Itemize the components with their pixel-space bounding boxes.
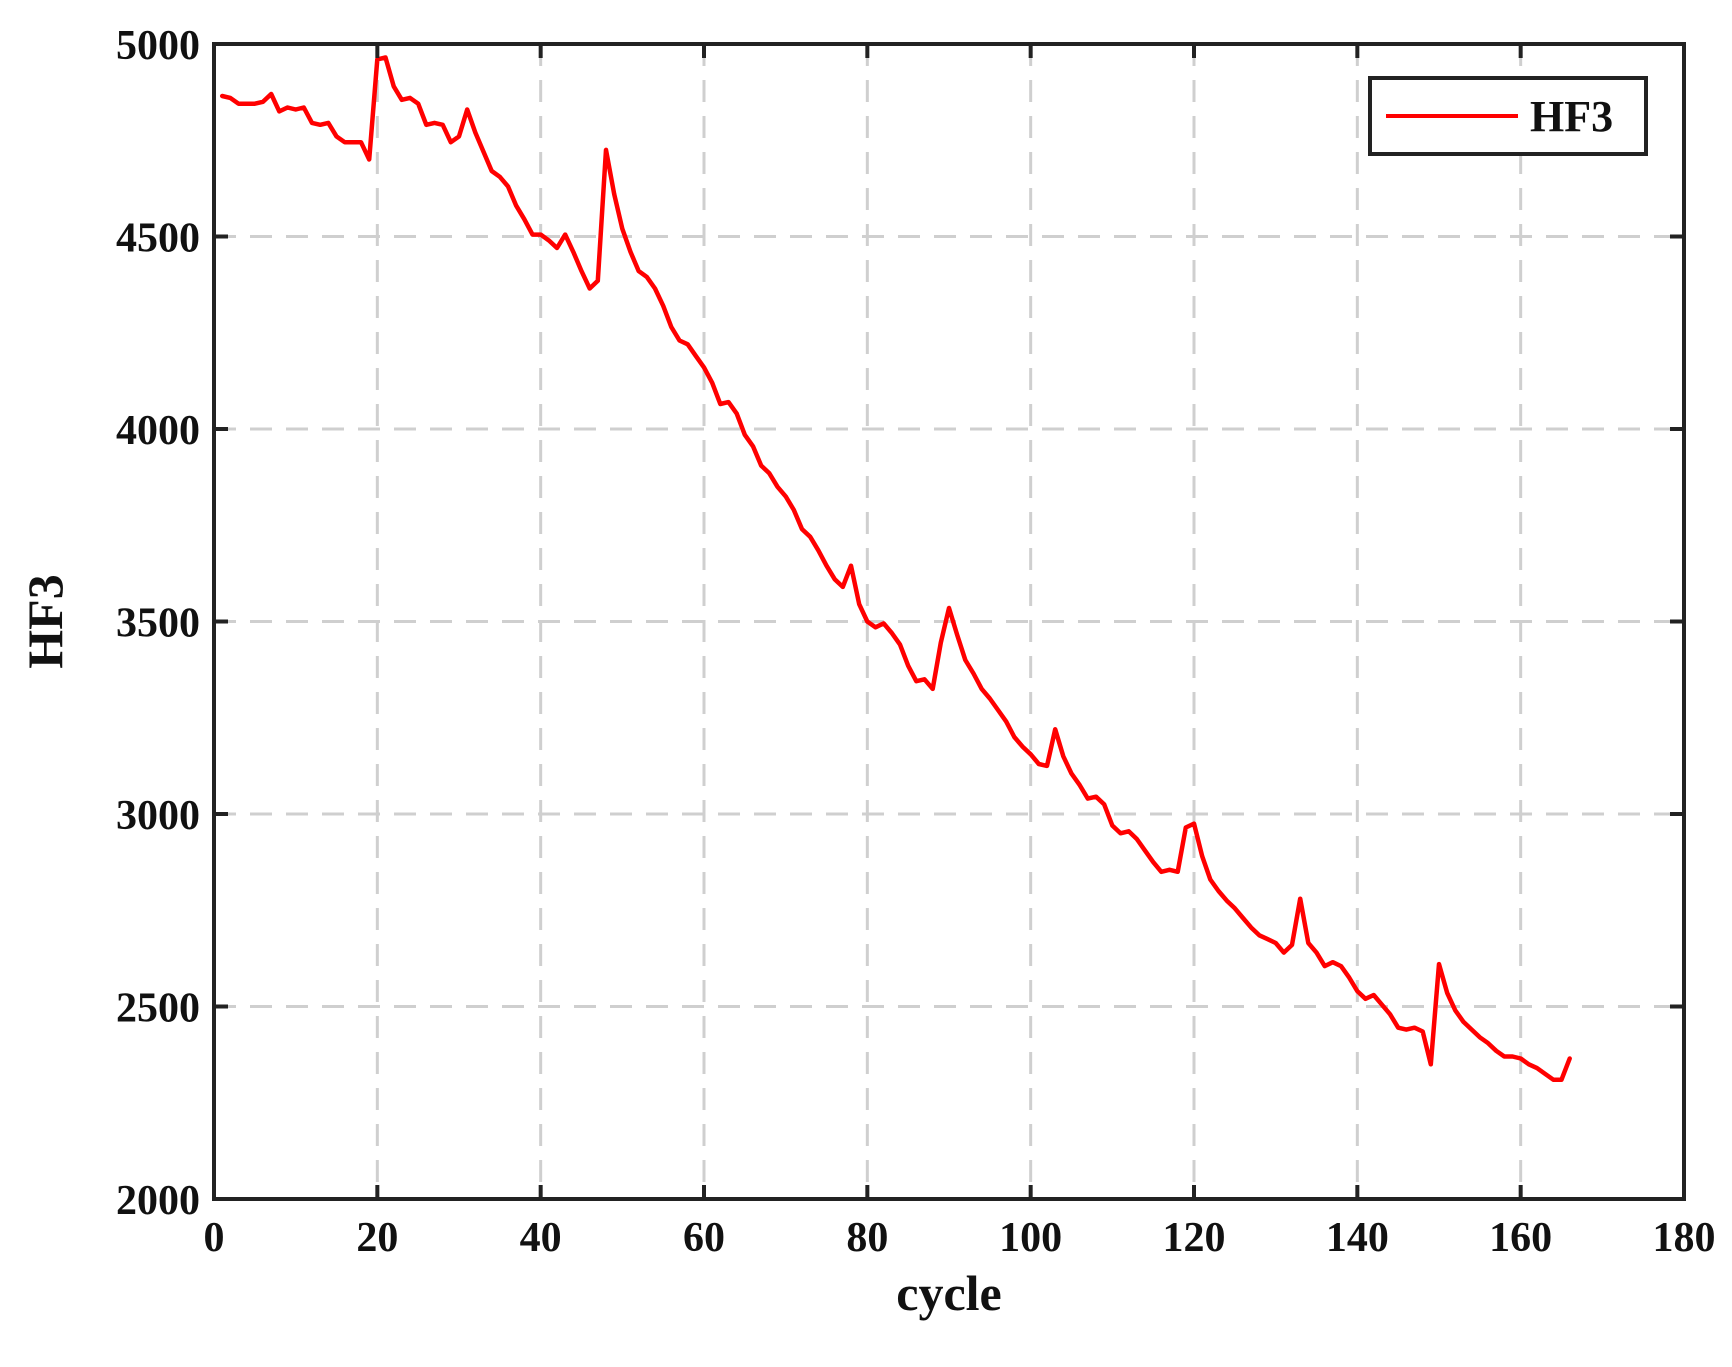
y-tick-label-6: 5000	[116, 23, 200, 69]
series-line-hf3	[219, 55, 1572, 1082]
x-tick-label-2: 40	[520, 1215, 562, 1261]
x-tick-label-9: 180	[1653, 1215, 1716, 1261]
ticks	[212, 42, 1686, 1201]
legend: HF3	[1368, 76, 1648, 156]
y-tick-label-2: 3000	[116, 793, 200, 839]
grid	[214, 44, 1684, 1199]
series-layer	[219, 55, 1572, 1082]
x-tick-label-1: 20	[356, 1215, 398, 1261]
series-points	[222, 57, 1570, 1079]
y-tick-label-1: 2500	[116, 986, 200, 1032]
x-tick-label-7: 140	[1326, 1215, 1389, 1261]
y-tick-label-0: 2000	[116, 1178, 200, 1224]
x-tick-label-0: 0	[204, 1215, 225, 1261]
x-tick-label-8: 160	[1489, 1215, 1552, 1261]
y-axis-title: HF3	[17, 574, 73, 668]
legend-label-hf3: HF3	[1530, 92, 1613, 141]
x-tick-label-4: 80	[846, 1215, 888, 1261]
y-tick-label-5: 4500	[116, 216, 200, 262]
x-tick-label-5: 100	[999, 1215, 1062, 1261]
x-tick-label-3: 60	[683, 1215, 725, 1261]
tick-labels: 0 20 40 60 80 100 120 140 160 180 2000 2500 3000 3500…	[116, 23, 1716, 1261]
y-tick-label-4: 4000	[116, 408, 200, 454]
x-axis-title: cycle	[896, 1265, 1001, 1321]
x-tick-label-6: 120	[1163, 1215, 1226, 1261]
y-tick-label-3: 3500	[116, 601, 200, 647]
